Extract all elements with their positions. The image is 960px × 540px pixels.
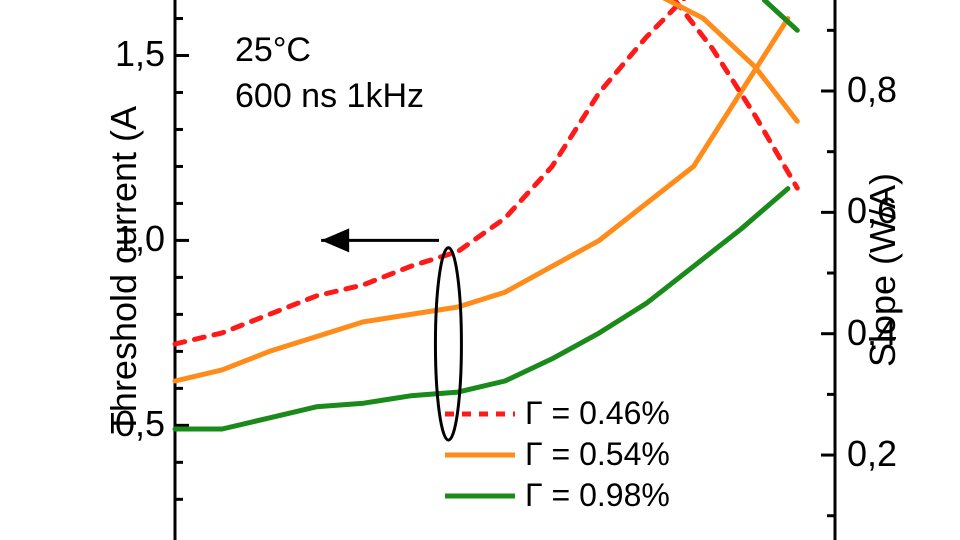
legend-swatch: [445, 402, 515, 426]
legend-item: Γ = 0.54%: [445, 436, 670, 473]
series-gamma-0.54-slope: [656, 0, 797, 121]
condition-annotation: 25°C 600 ns 1kHz: [235, 28, 424, 120]
y-left-tick-label: 0,5: [85, 403, 165, 445]
y-left-tick-label: 1,0: [85, 218, 165, 260]
series-gamma-0.98-threshold: [175, 189, 788, 429]
legend-item: Γ = 0.46%: [445, 395, 670, 432]
annotation-line-2: 600 ns 1kHz: [235, 74, 424, 120]
y-left-tick-label: 1,5: [85, 33, 165, 75]
legend-label: Γ = 0.54%: [525, 436, 670, 473]
annotation-line-1: 25°C: [235, 28, 424, 74]
legend-label: Γ = 0.46%: [525, 395, 670, 432]
legend-label: Γ = 0.98%: [525, 477, 670, 514]
chart-container: Threshold current (A Slope (W/A) 0,51,01…: [0, 0, 960, 540]
y-right-tick-label: 0,8: [847, 69, 927, 111]
indicator-arrow-head: [321, 228, 349, 252]
y-right-tick-label: 0,6: [847, 190, 927, 232]
legend-swatch: [445, 484, 515, 508]
legend-item: Γ = 0.98%: [445, 477, 670, 514]
y-right-tick-label: 0,2: [847, 433, 927, 475]
y-right-tick-label: 0,4: [847, 312, 927, 354]
legend-swatch: [445, 443, 515, 467]
y-left-axis-label: Threshold current (A: [103, 106, 145, 434]
legend: Γ = 0.46% Γ = 0.54% Γ = 0.98%: [445, 395, 670, 518]
